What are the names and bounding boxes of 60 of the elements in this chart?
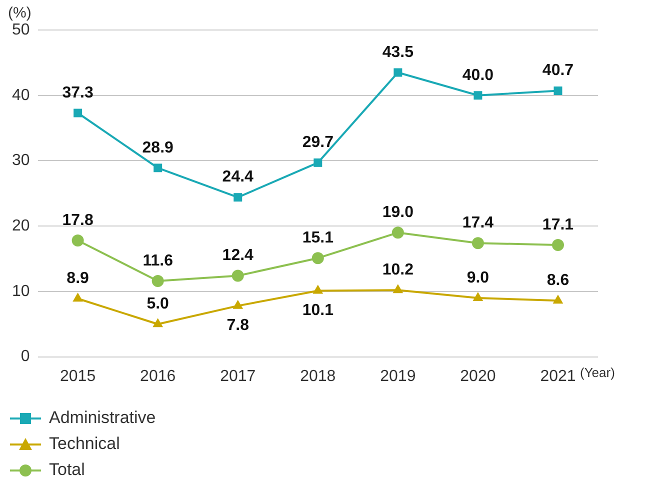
data-label: 15.1 [302,230,334,247]
data-label: 10.1 [302,302,334,320]
x-axis-title: (Year) [580,364,615,380]
data-label: 37.3 [62,84,94,102]
y-tick-label: 50 [12,21,30,38]
x-tick-label: 2015 [60,368,96,385]
point [312,252,324,264]
x-tick-label: 2018 [300,368,336,385]
data-label: 8.9 [66,270,90,288]
y-axis-title: (%) [8,4,32,22]
data-label: 7.8 [226,317,250,334]
x-tick-label: 2016 [140,368,176,385]
point [552,239,564,252]
data-label: 19.0 [382,204,414,222]
point [472,292,484,301]
data-label: 11.6 [142,252,174,270]
data-label: 17.8 [62,212,94,229]
point [72,234,84,246]
point [474,91,482,100]
point [312,284,324,294]
data-label: 5.0 [146,296,170,313]
legend-label: Administrative [49,408,156,428]
point [152,274,164,287]
y-tick-label: 30 [12,152,30,170]
x-tick-label: 2021 [540,368,576,385]
point [472,237,484,250]
data-label: 40.7 [542,62,574,80]
data-label: 12.4 [222,247,254,264]
legend-label: Total [49,460,85,479]
data-label: 17.1 [542,216,574,234]
point [552,294,564,304]
y-tick-label: 10 [12,282,30,300]
data-label: 28.9 [142,139,174,156]
point [154,164,162,172]
y-tick-label: 40 [12,86,30,104]
point [234,193,242,202]
data-label: 10.2 [382,262,414,279]
point [152,318,164,328]
y-tick-label: 20 [12,217,30,234]
data-label: 29.7 [302,134,334,152]
point [314,158,322,167]
point [232,270,244,282]
x-tick-label: 2019 [380,368,416,385]
point [72,292,84,302]
data-label: 8.6 [546,272,570,289]
data-label: 9.0 [466,269,490,286]
x-tick-label: 2017 [220,368,256,385]
point [392,226,404,239]
point [74,108,82,118]
legend-label: Technical [49,434,120,454]
x-tick-label: 2020 [460,368,496,385]
data-label: 24.4 [222,168,254,186]
point [554,86,562,96]
data-label: 40.0 [462,66,494,84]
point [392,284,404,294]
point [232,300,244,309]
y-tick-label: 0 [20,348,30,366]
data-label: 17.4 [462,214,494,232]
point [394,68,402,77]
data-label: 43.5 [382,44,414,61]
